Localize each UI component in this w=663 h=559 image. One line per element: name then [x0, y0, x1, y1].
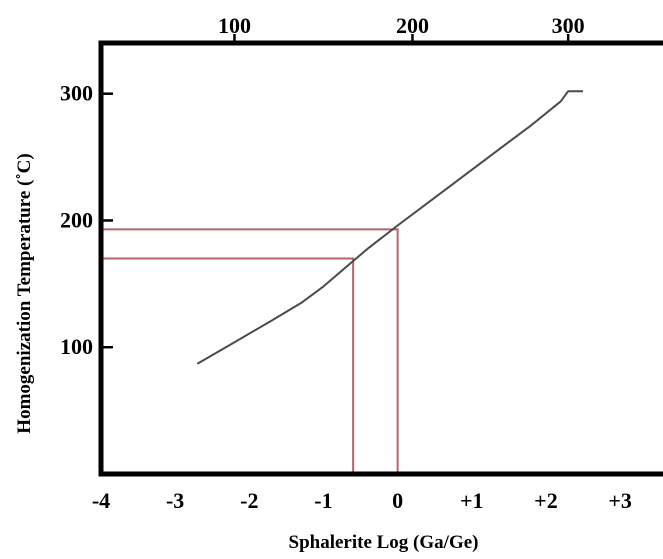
x-tick-label: +3: [608, 488, 632, 513]
x-tick-labels: -4 -3 -2 -1 0 +1 +2 +3: [92, 488, 632, 513]
top-tick-label: 300: [552, 13, 585, 38]
x-tick-label: -4: [92, 488, 110, 513]
x-tick-label: +1: [460, 488, 484, 513]
x-tick-label: -3: [166, 488, 184, 513]
y-tick-label: 200: [60, 207, 93, 232]
x-axis-label: Sphalerite Log (Ga/Ge): [289, 532, 479, 553]
series-line-1: [196, 90, 583, 365]
y-axis-label: Homogenization Temperature (˚C): [14, 153, 35, 433]
y-tick-label: 300: [60, 81, 93, 106]
reference-line-1: [101, 228, 399, 474]
y-tick-label: 100: [60, 334, 93, 359]
plot-frame: [98, 40, 663, 477]
top-axis-tick-labels: 100 200 300: [218, 13, 585, 43]
x-tick-label: +2: [534, 488, 558, 513]
top-tick-label: 200: [396, 13, 429, 38]
x-tick-label: -2: [240, 488, 258, 513]
x-tick-label: -1: [314, 488, 332, 513]
reference-line-2: [101, 257, 355, 474]
x-tick-label: 0: [392, 488, 403, 513]
reference-lines: [101, 228, 399, 474]
top-tick-label: 100: [218, 13, 251, 38]
series-lines: [196, 90, 583, 365]
y-ticks: 100 200 300: [60, 81, 113, 359]
